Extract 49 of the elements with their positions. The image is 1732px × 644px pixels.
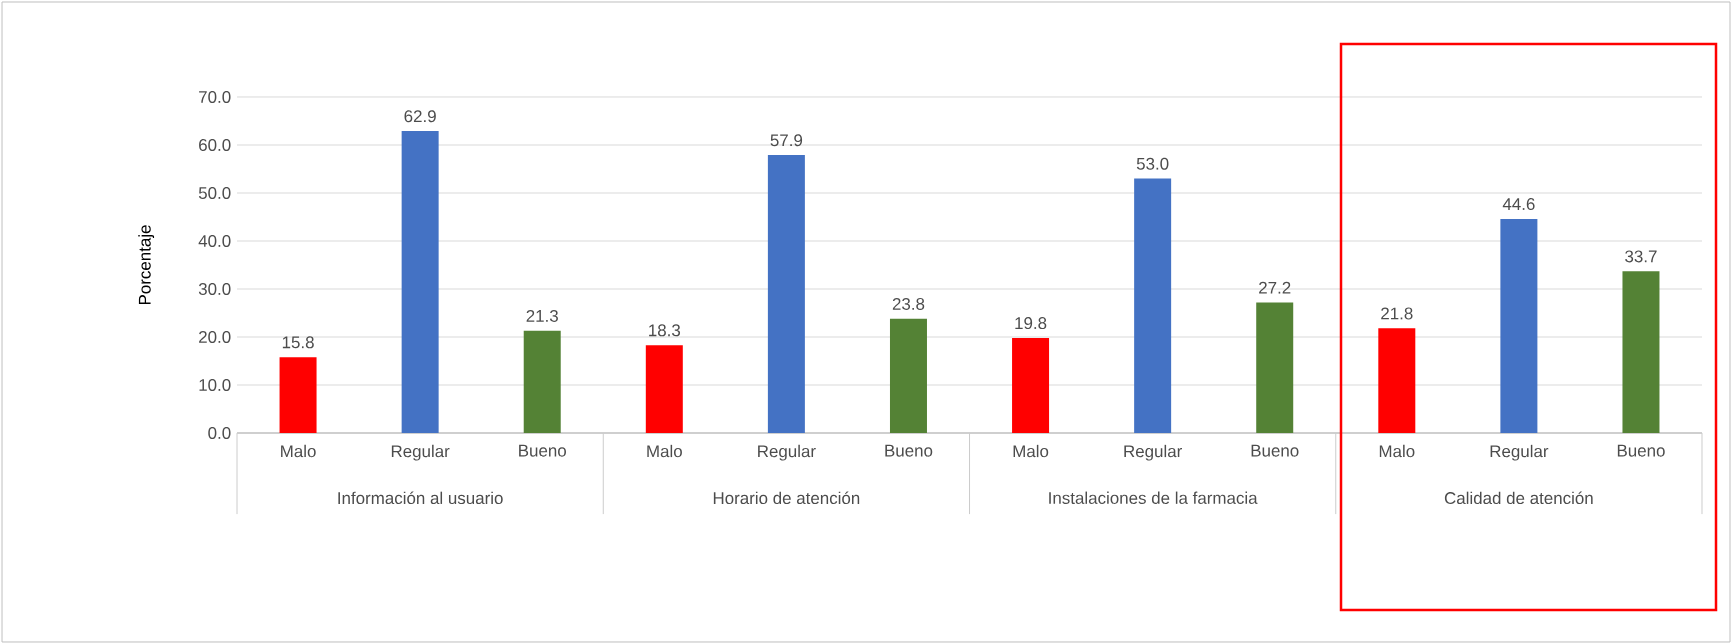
bar xyxy=(279,357,317,433)
y-tick-label: 20.0 xyxy=(199,330,231,343)
data-label: 33.7 xyxy=(1625,250,1657,263)
data-label: 21.8 xyxy=(1381,307,1413,320)
x-tick-label: Malo xyxy=(647,444,682,458)
data-label: 18.3 xyxy=(649,324,681,337)
data-label: 21.3 xyxy=(526,309,558,322)
text: Calidad de atención xyxy=(1444,491,1593,505)
y-tick-label: 10.0 xyxy=(199,378,231,391)
x-tick-label: Regular xyxy=(758,444,816,461)
data-label: 27.2 xyxy=(1259,281,1291,294)
bar xyxy=(1256,302,1294,433)
data-label: 57.9 xyxy=(770,134,803,147)
text: Instalaciones de la farmacia xyxy=(1049,491,1258,505)
x-tick-label: Malo xyxy=(1379,444,1415,458)
data-label: 53.0 xyxy=(1136,157,1169,170)
x-tick-label: Malo xyxy=(1013,444,1049,458)
y-tick-label: 50.0 xyxy=(198,186,231,199)
bar xyxy=(767,155,805,433)
y-tick-label: 30.0 xyxy=(198,282,231,295)
x-tick-label: Malo xyxy=(281,444,316,458)
y-tick-label: 40.0 xyxy=(198,234,231,247)
data-label: 19.8 xyxy=(1015,317,1047,330)
x-tick-label: Bueno xyxy=(1251,444,1299,457)
y-tick-label: 70.0 xyxy=(199,90,231,103)
data-label: 15.8 xyxy=(282,336,314,349)
x-tick-label: Regular xyxy=(1490,444,1549,461)
bar xyxy=(889,318,927,433)
text: Horario de atención xyxy=(713,491,860,505)
bar xyxy=(1500,218,1538,433)
bar xyxy=(645,345,683,433)
x-tick-label: Bueno xyxy=(885,444,933,457)
text: Información al usuario xyxy=(338,491,503,505)
y-tick-label: 60.0 xyxy=(199,138,231,151)
x-tick-label: Regular xyxy=(1124,444,1182,461)
bar xyxy=(1622,271,1660,433)
bar xyxy=(523,330,561,433)
bar xyxy=(1134,178,1172,433)
x-tick-label: Bueno xyxy=(519,444,566,457)
data-label: 62.9 xyxy=(404,110,436,123)
x-tick-label: Regular xyxy=(391,444,450,461)
data-label: 23.8 xyxy=(892,297,925,310)
data-label: 44.6 xyxy=(1502,198,1535,211)
y-axis-title: Porcentaje xyxy=(138,225,155,305)
x-tick-label: Bueno xyxy=(1617,444,1665,457)
bar xyxy=(401,131,439,433)
bar xyxy=(1378,328,1416,433)
bar xyxy=(1012,337,1050,433)
y-tick-label: 0.0 xyxy=(208,426,231,439)
